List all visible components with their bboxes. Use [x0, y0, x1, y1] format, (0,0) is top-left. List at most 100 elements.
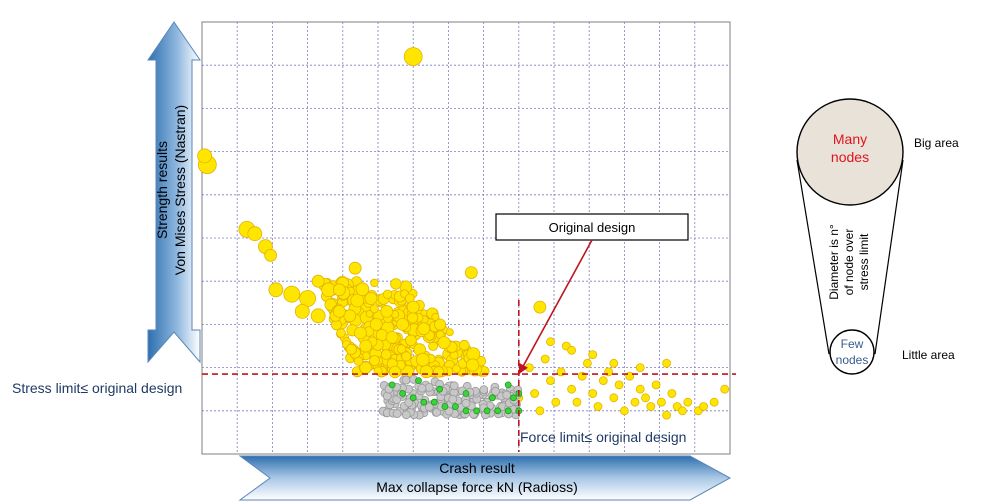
legend-big-circle	[796, 98, 904, 206]
data-point-green	[441, 403, 449, 410]
original-design-pointer	[518, 239, 593, 375]
data-point-yellow	[588, 389, 598, 398]
data-point-green	[483, 407, 491, 415]
data-point-yellow	[437, 336, 451, 350]
data-point-yellow-large	[332, 304, 346, 318]
data-point-gray	[392, 409, 402, 419]
data-point-gray	[461, 398, 471, 408]
data-point-yellow	[540, 354, 550, 364]
data-point-yellow	[382, 289, 393, 300]
data-point-yellow	[635, 363, 645, 373]
data-point-yellow	[583, 358, 592, 368]
data-point-yellow-large	[533, 300, 547, 314]
original-design-arrowhead	[518, 362, 528, 375]
data-point-yellow-large	[396, 317, 410, 331]
data-point-yellow	[465, 358, 480, 372]
legend-cone-right	[874, 159, 904, 355]
legend-little-area-label: Little area	[902, 348, 955, 362]
data-point-yellow	[598, 376, 608, 386]
legend-rotated-line1: Diameter is n°	[827, 224, 841, 300]
legend-big-area-label: Big area	[914, 136, 959, 150]
data-points	[197, 47, 730, 420]
data-point-yellow	[388, 365, 402, 379]
legend: Many nodes Few nodes Diameter is n° of n…	[796, 98, 959, 375]
x-axis-arrow-shape	[238, 455, 732, 501]
data-point-yellow-large	[359, 339, 373, 353]
x-axis-label-line1: Crash result	[439, 460, 515, 476]
data-point-yellow	[380, 349, 392, 360]
data-point-green	[462, 390, 470, 397]
legend-rotated-line2: of node over	[842, 229, 856, 296]
y-axis-arrow-shape	[147, 21, 201, 364]
data-point-yellow-large	[364, 292, 378, 305]
data-point-yellow	[546, 337, 555, 347]
data-point-green	[451, 403, 459, 410]
legend-many-line2: nodes	[831, 149, 869, 165]
data-point-yellow-large	[247, 226, 263, 242]
data-point-yellow	[445, 328, 454, 337]
data-point-yellow-large	[283, 285, 301, 303]
data-point-yellow-large	[385, 330, 399, 344]
data-point-yellow-large	[369, 317, 383, 331]
data-point-green	[415, 377, 422, 385]
data-point-green	[473, 407, 481, 415]
legend-rotated-line3: stress limit	[857, 233, 871, 290]
data-point-green	[462, 407, 470, 415]
data-point-yellow-large	[294, 303, 310, 319]
data-point-yellow-large	[353, 326, 367, 340]
data-point-yellow	[635, 384, 645, 394]
data-point-gray	[417, 383, 427, 393]
data-point-yellow	[546, 376, 555, 386]
data-point-green	[504, 407, 512, 415]
data-point-yellow	[433, 366, 445, 378]
data-point-yellow	[370, 278, 379, 288]
data-point-green	[388, 381, 396, 389]
data-point-yellow	[683, 397, 693, 407]
data-point-yellow	[396, 344, 407, 354]
data-point-yellow	[530, 389, 539, 398]
x-axis-arrow: Crash result Max collapse force kN (Radi…	[238, 455, 732, 501]
y-axis-label-line1: Strength results	[154, 141, 170, 239]
data-point-green	[488, 394, 496, 402]
data-point-gray	[401, 410, 411, 420]
data-point-yellow	[390, 278, 402, 290]
data-point-yellow	[614, 380, 624, 390]
force-limit-label: Force limit≤ original design	[520, 429, 686, 445]
data-point-yellow	[431, 312, 440, 321]
data-point-yellow	[588, 350, 598, 360]
data-point-green	[510, 394, 517, 402]
y-axis-label-line2: Von Mises Stress (Nastran)	[172, 105, 188, 275]
data-point-green	[436, 385, 444, 393]
data-point-yellow	[572, 397, 582, 407]
data-point-yellow	[373, 366, 383, 376]
data-point-green	[494, 407, 502, 415]
data-point-yellow	[657, 397, 666, 407]
data-point-gray	[432, 407, 442, 417]
data-point-yellow	[415, 352, 430, 367]
data-point-yellow-large	[417, 322, 431, 336]
data-point-gray	[424, 402, 434, 412]
legend-few-line1: Few	[841, 337, 864, 351]
data-point-gray	[448, 394, 458, 404]
original-design-label: Original design	[549, 220, 636, 235]
data-point-yellow-large	[264, 248, 278, 262]
data-point-yellow-large	[310, 308, 326, 324]
data-point-yellow	[345, 343, 357, 355]
data-point-yellow-large	[332, 283, 346, 297]
legend-many-line1: Many	[833, 131, 867, 147]
data-point-yellow	[641, 393, 650, 403]
data-point-yellow-large	[197, 148, 213, 164]
x-axis-label-line2: Max collapse force kN (Radioss)	[376, 479, 578, 495]
data-point-yellow	[434, 318, 447, 331]
data-point-green	[409, 394, 417, 402]
data-point-yellow	[567, 345, 576, 355]
data-point-yellow-large	[348, 261, 362, 275]
data-point-yellow	[355, 282, 370, 297]
data-point-yellow	[593, 402, 603, 411]
data-point-yellow	[667, 389, 677, 398]
data-point-green	[399, 390, 407, 397]
legend-cone-left	[796, 159, 830, 355]
data-point-yellow	[709, 397, 719, 407]
original-design-box	[495, 213, 689, 241]
